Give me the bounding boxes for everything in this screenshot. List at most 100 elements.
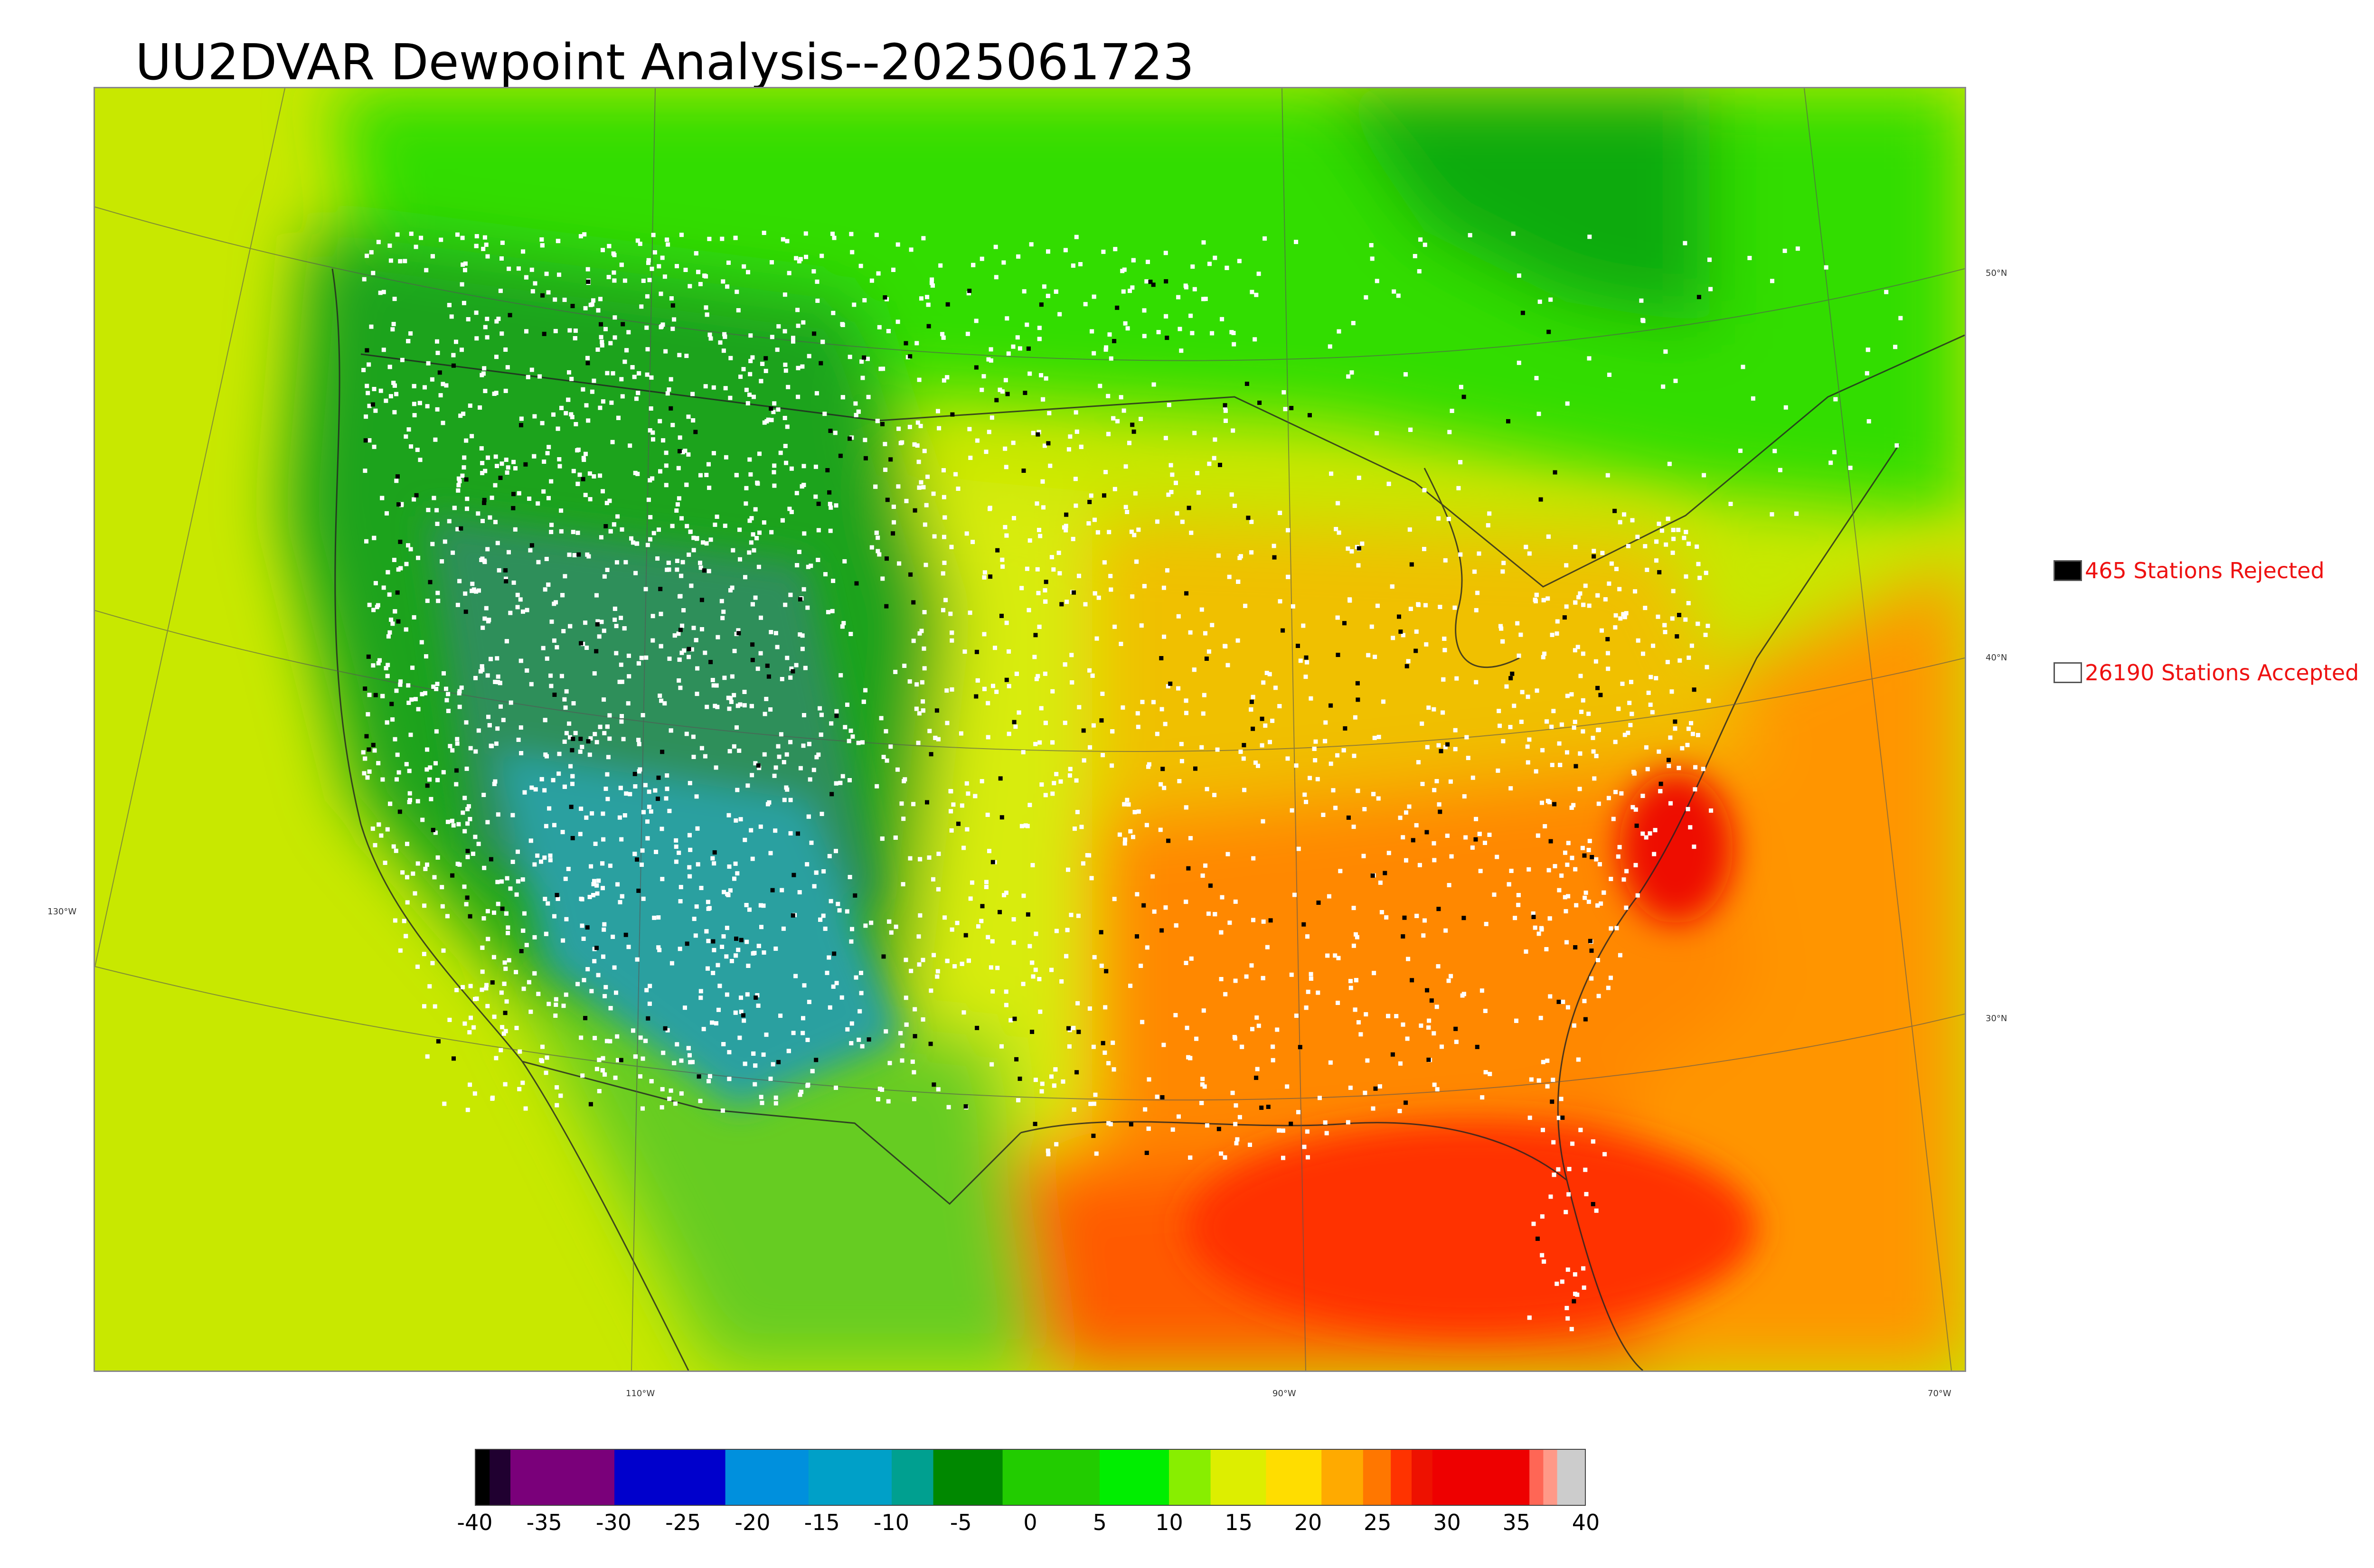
station-accepted — [462, 465, 466, 470]
station-accepted — [707, 236, 712, 241]
station-accepted — [1414, 629, 1419, 634]
station-accepted — [941, 335, 946, 340]
station-accepted — [1040, 479, 1045, 484]
station-rejected — [1552, 802, 1557, 807]
station-accepted — [945, 375, 950, 380]
station-accepted — [1109, 356, 1113, 361]
station-accepted — [431, 685, 436, 689]
station-accepted — [782, 798, 787, 802]
station-accepted — [377, 822, 381, 827]
station-accepted — [480, 969, 485, 974]
station-rejected — [1289, 1121, 1293, 1126]
station-accepted — [1035, 501, 1039, 506]
station-accepted — [1123, 837, 1128, 842]
station-accepted — [630, 365, 635, 370]
station-accepted — [780, 677, 784, 681]
station-accepted — [495, 464, 499, 469]
station-accepted — [496, 317, 501, 321]
station-accepted — [454, 782, 459, 787]
station-accepted — [1053, 1067, 1058, 1072]
station-accepted — [554, 1003, 558, 1007]
field-hudson — [1329, 88, 1709, 326]
station-accepted — [472, 1091, 477, 1096]
station-accepted — [935, 974, 940, 979]
station-accepted — [1622, 512, 1627, 517]
station-accepted — [698, 995, 703, 1000]
station-accepted — [1654, 539, 1659, 544]
station-accepted — [1206, 649, 1211, 654]
station-accepted — [1658, 789, 1663, 794]
station-accepted — [376, 661, 381, 666]
station-accepted — [1261, 919, 1266, 924]
station-accepted — [1033, 1078, 1038, 1082]
station-accepted — [423, 385, 427, 390]
station-accepted — [1207, 461, 1212, 466]
station-accepted — [1315, 777, 1320, 781]
station-accepted — [601, 837, 606, 842]
station-rejected — [1148, 280, 1153, 284]
station-accepted — [635, 471, 640, 476]
station-accepted — [433, 437, 438, 442]
station-accepted — [987, 849, 991, 854]
station-accepted — [532, 454, 537, 459]
station-accepted — [796, 366, 801, 370]
station-accepted — [756, 564, 761, 569]
station-accepted — [608, 864, 612, 868]
station-accepted — [971, 263, 976, 267]
station-accepted — [966, 791, 970, 796]
station-accepted — [614, 990, 618, 995]
station-accepted — [918, 857, 923, 862]
station-accepted — [1362, 807, 1367, 811]
station-accepted — [1613, 613, 1618, 618]
station-accepted — [1057, 571, 1062, 576]
station-rejected — [1017, 1076, 1022, 1081]
station-accepted — [1230, 1090, 1235, 1095]
station-accepted — [834, 781, 838, 786]
station-accepted — [748, 372, 753, 376]
station-accepted — [801, 1031, 805, 1035]
station-accepted — [1312, 746, 1317, 751]
station-rejected — [828, 429, 833, 433]
station-accepted — [408, 331, 413, 336]
station-accepted — [698, 989, 703, 994]
station-accepted — [1398, 816, 1403, 820]
station-accepted — [449, 314, 454, 319]
station-accepted — [1508, 786, 1513, 791]
station-accepted — [1432, 707, 1436, 712]
station-accepted — [660, 1087, 665, 1091]
station-rejected — [621, 322, 625, 327]
station-accepted — [1041, 397, 1046, 402]
station-accepted — [616, 1058, 621, 1062]
station-accepted — [1574, 903, 1579, 908]
station-accepted — [391, 322, 396, 327]
station-rejected — [838, 453, 843, 458]
station-rejected — [1099, 718, 1104, 723]
station-accepted — [1021, 893, 1026, 898]
station-accepted — [1333, 953, 1338, 958]
station-accepted — [796, 323, 801, 328]
station-accepted — [1653, 828, 1658, 833]
station-accepted — [1249, 519, 1254, 524]
station-rejected — [428, 580, 433, 584]
station-accepted — [936, 1087, 941, 1092]
station-accepted — [465, 807, 470, 811]
station-accepted — [1772, 449, 1777, 453]
station-rejected — [1410, 978, 1414, 983]
station-rejected — [367, 747, 371, 752]
station-accepted — [633, 1054, 638, 1059]
station-accepted — [529, 785, 534, 790]
station-accepted — [622, 626, 627, 631]
station-accepted — [1170, 1127, 1175, 1132]
station-accepted — [511, 580, 516, 585]
station-accepted — [644, 655, 649, 660]
station-accepted — [677, 657, 682, 662]
station-accepted — [1661, 384, 1666, 389]
station-accepted — [532, 971, 537, 976]
station-accepted — [1065, 600, 1069, 604]
station-accepted — [789, 466, 794, 471]
station-accepted — [768, 707, 773, 712]
station-accepted — [1151, 700, 1156, 704]
station-accepted — [1459, 385, 1463, 389]
station-accepted — [1142, 308, 1147, 313]
station-accepted — [1352, 753, 1357, 758]
